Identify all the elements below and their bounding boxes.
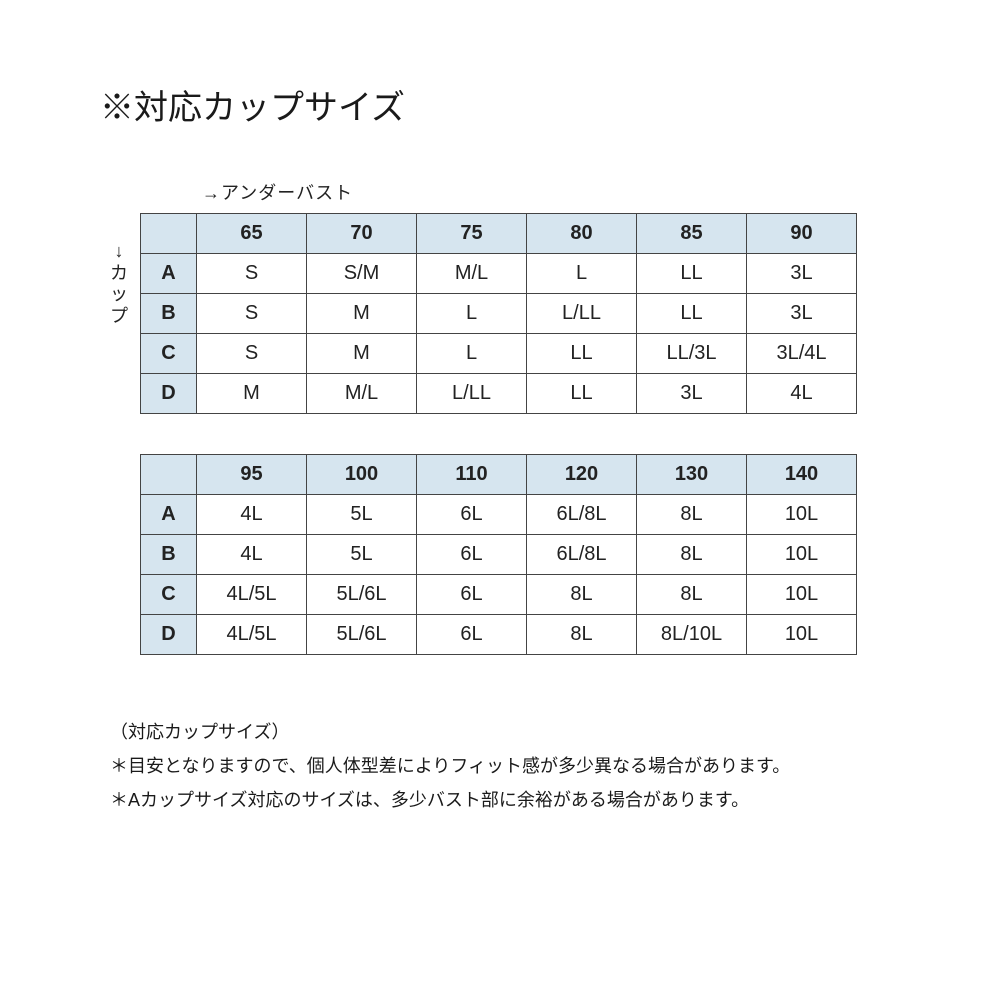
size-table-2: 95 100 110 120 130 140 A 4L 5L 6L 6L/8L …	[140, 454, 857, 655]
size-cell: S	[197, 294, 307, 334]
row-header: D	[141, 615, 197, 655]
size-cell: 3L	[637, 374, 747, 414]
size-cell: 8L/10L	[637, 615, 747, 655]
size-cell: L	[417, 294, 527, 334]
size-cell: M/L	[307, 374, 417, 414]
col-header: 80	[527, 214, 637, 254]
size-cell: 6L/8L	[527, 535, 637, 575]
size-cell: M	[307, 294, 417, 334]
size-cell: 4L/5L	[197, 575, 307, 615]
size-cell: 4L/5L	[197, 615, 307, 655]
size-cell: 6L	[417, 615, 527, 655]
row-header: C	[141, 334, 197, 374]
size-cell: 6L	[417, 535, 527, 575]
size-table-1: 65 70 75 80 85 90 A S S/M M/L L LL 3L B …	[140, 213, 857, 414]
row-header: A	[141, 254, 197, 294]
size-cell: 8L	[637, 535, 747, 575]
col-header: 90	[747, 214, 857, 254]
size-cell: 6L	[417, 575, 527, 615]
size-cell: 6L/8L	[527, 495, 637, 535]
size-cell: 4L	[747, 374, 857, 414]
size-cell: 4L	[197, 495, 307, 535]
table-row: A 4L 5L 6L 6L/8L 8L 10L	[141, 495, 857, 535]
notes-line: ＊Aカップサイズ対応のサイズは、多少バスト部に余裕がある場合があります。	[110, 783, 900, 817]
size-cell: S	[197, 334, 307, 374]
notes-block: （対応カップサイズ） ＊目安となりますので、個人体型差によりフィット感が多少異な…	[110, 715, 900, 818]
col-header: 95	[197, 455, 307, 495]
corner-cell	[141, 214, 197, 254]
table-row: D M M/L L/LL LL 3L 4L	[141, 374, 857, 414]
row-header: C	[141, 575, 197, 615]
col-header: 85	[637, 214, 747, 254]
size-cell: LL	[637, 254, 747, 294]
size-cell: 8L	[637, 495, 747, 535]
notes-heading: （対応カップサイズ）	[110, 715, 900, 749]
corner-cell	[141, 455, 197, 495]
size-cell: L/LL	[527, 294, 637, 334]
size-cell: 6L	[417, 495, 527, 535]
row-header: B	[141, 535, 197, 575]
size-cell: L	[417, 334, 527, 374]
size-cell: LL/3L	[637, 334, 747, 374]
size-cell: 10L	[747, 575, 857, 615]
notes-line: ＊目安となりますので、個人体型差によりフィット感が多少異なる場合があります。	[110, 749, 900, 783]
column-axis-label: →アンダーバスト	[202, 179, 900, 205]
size-cell: 10L	[747, 615, 857, 655]
table1-wrapper: →アンダーバスト ↓ カ ッ プ 65 70 75 80 85 90 A S S…	[140, 179, 900, 414]
size-cell: L/LL	[417, 374, 527, 414]
col-header: 140	[747, 455, 857, 495]
size-cell: 8L	[637, 575, 747, 615]
table-row: D 4L/5L 5L/6L 6L 8L 8L/10L 10L	[141, 615, 857, 655]
row-header: A	[141, 495, 197, 535]
size-cell: 5L/6L	[307, 615, 417, 655]
row-axis-label: ↓ カ ッ プ	[110, 241, 128, 327]
header-row: 95 100 110 120 130 140	[141, 455, 857, 495]
size-cell: 3L	[747, 254, 857, 294]
table-row: C S M L LL LL/3L 3L/4L	[141, 334, 857, 374]
row-header: D	[141, 374, 197, 414]
col-header: 65	[197, 214, 307, 254]
table-row: B S M L L/LL LL 3L	[141, 294, 857, 334]
header-row: 65 70 75 80 85 90	[141, 214, 857, 254]
col-header: 120	[527, 455, 637, 495]
size-cell: M/L	[417, 254, 527, 294]
size-cell: 4L	[197, 535, 307, 575]
size-cell: LL	[527, 374, 637, 414]
table-row: B 4L 5L 6L 6L/8L 8L 10L	[141, 535, 857, 575]
col-header: 100	[307, 455, 417, 495]
size-cell: 8L	[527, 615, 637, 655]
size-cell: 10L	[747, 495, 857, 535]
size-cell: S/M	[307, 254, 417, 294]
size-cell: 5L	[307, 535, 417, 575]
size-cell: 8L	[527, 575, 637, 615]
size-cell: LL	[527, 334, 637, 374]
page-title: ※対応カップサイズ	[100, 80, 900, 129]
size-cell: M	[197, 374, 307, 414]
size-cell: 3L/4L	[747, 334, 857, 374]
size-cell: S	[197, 254, 307, 294]
col-header: 70	[307, 214, 417, 254]
size-cell: 10L	[747, 535, 857, 575]
size-cell: 5L/6L	[307, 575, 417, 615]
table-row: A S S/M M/L L LL 3L	[141, 254, 857, 294]
col-header: 130	[637, 455, 747, 495]
table2-wrapper: 95 100 110 120 130 140 A 4L 5L 6L 6L/8L …	[140, 454, 900, 655]
size-cell: L	[527, 254, 637, 294]
size-chart-page: ※対応カップサイズ →アンダーバスト ↓ カ ッ プ 65 70 75 80 8…	[0, 0, 1000, 858]
table-row: C 4L/5L 5L/6L 6L 8L 8L 10L	[141, 575, 857, 615]
row-header: B	[141, 294, 197, 334]
col-header: 110	[417, 455, 527, 495]
size-cell: 3L	[747, 294, 857, 334]
size-cell: 5L	[307, 495, 417, 535]
size-cell: M	[307, 334, 417, 374]
col-header: 75	[417, 214, 527, 254]
size-cell: LL	[637, 294, 747, 334]
